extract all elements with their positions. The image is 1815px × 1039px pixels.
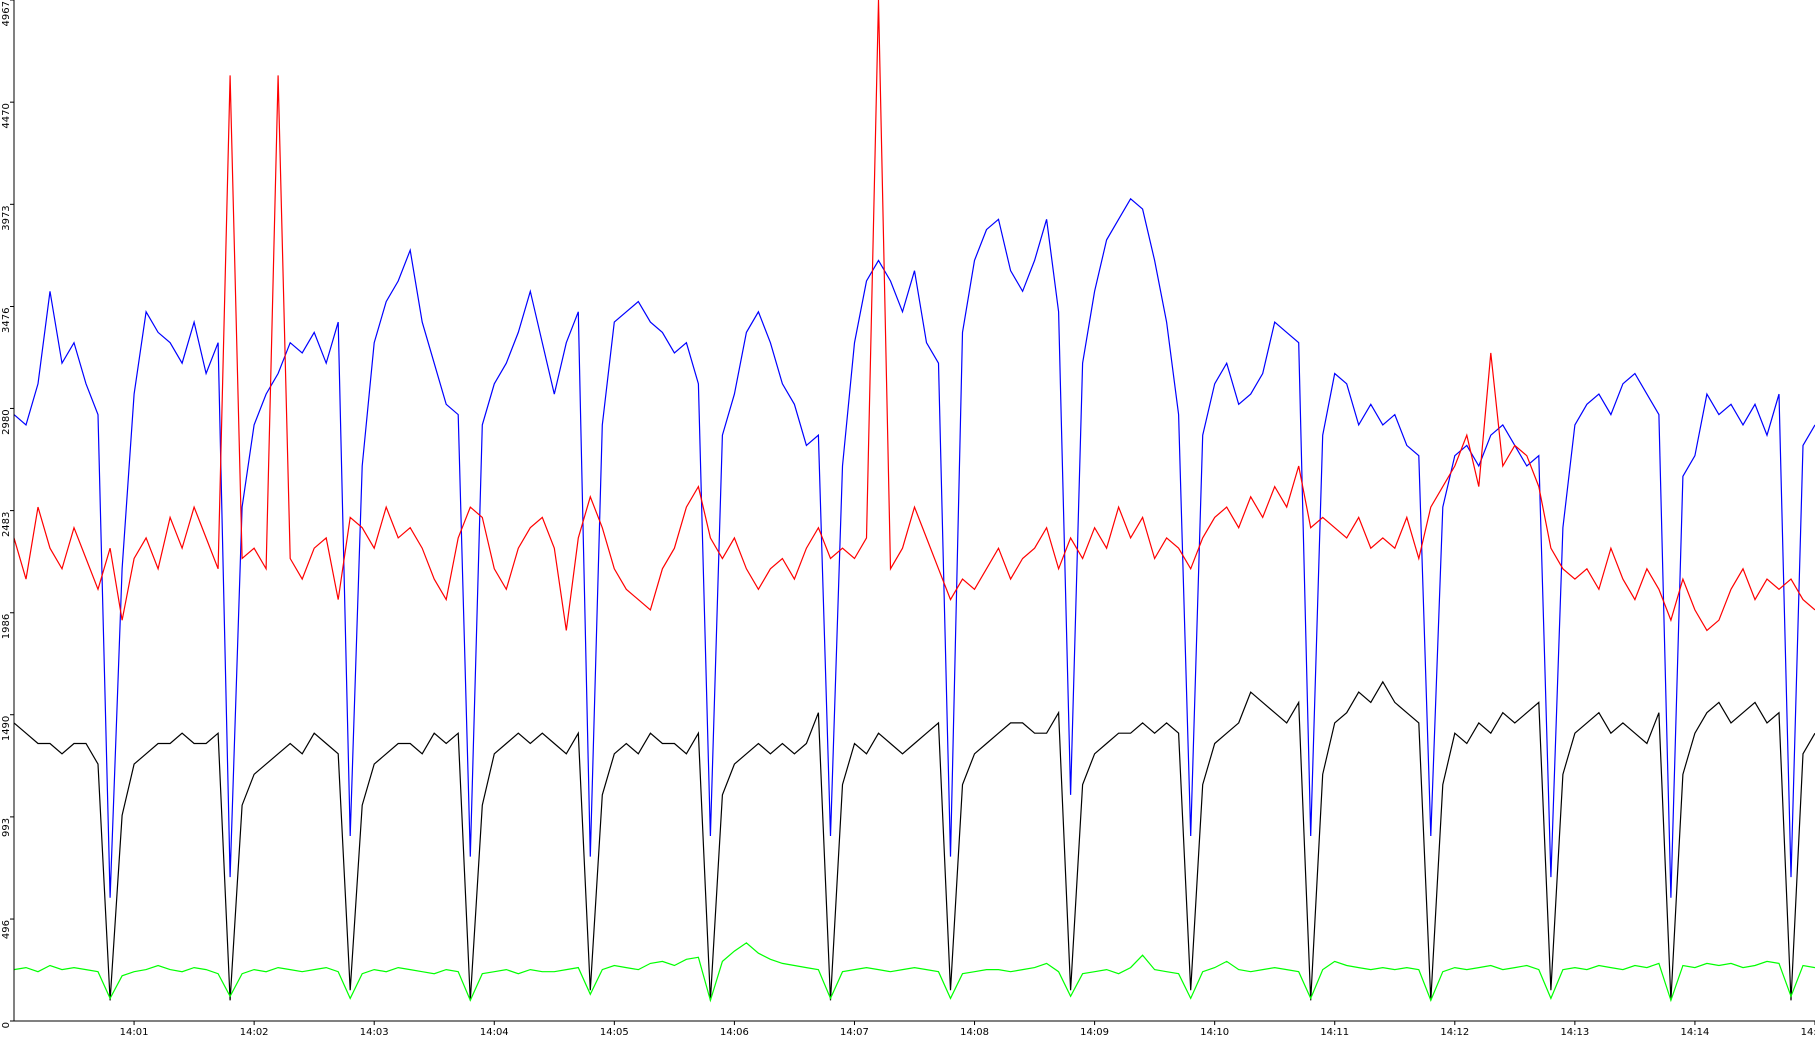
y-tick-label: 2980 (1, 409, 12, 434)
x-tick-label: 14:07 (840, 1027, 869, 1038)
y-tick-label: 3476 (1, 307, 12, 332)
y-tick-label: 0 (1, 1022, 12, 1028)
y-tick-label: 1986 (1, 614, 12, 639)
series-line (13, 680, 1815, 1001)
x-tick-label: 14:06 (720, 1027, 749, 1038)
y-tick-label: 2483 (1, 512, 12, 537)
x-tick-label: 14:09 (1080, 1027, 1109, 1038)
x-tick-label: 14:04 (480, 1027, 509, 1038)
x-tick-label: 14:03 (360, 1027, 389, 1038)
x-tick-label: 14:14 (1681, 1027, 1710, 1038)
y-tick-label: 993 (1, 818, 12, 837)
x-tick-label: 14:08 (960, 1027, 989, 1038)
y-tick-label: 1490 (1, 716, 12, 741)
y-tick-label: 4470 (1, 103, 12, 128)
x-tick-label: 14:13 (1560, 1027, 1589, 1038)
x-tick-label: 14:12 (1440, 1027, 1469, 1038)
x-tick-label: 14:02 (240, 1027, 269, 1038)
y-tick-label: 4967 (1, 1, 12, 26)
x-tick-label: 14:05 (600, 1027, 629, 1038)
y-tick-label: 496 (1, 920, 12, 939)
x-tick-label: 14:01 (120, 1027, 149, 1038)
series-line (13, 0, 1815, 632)
x-tick-label: 14:10 (1200, 1027, 1229, 1038)
series-line (13, 942, 1815, 1003)
x-tick-label: 14:11 (1320, 1027, 1349, 1038)
y-tick-label: 3973 (1, 205, 12, 230)
x-tick-label: 14:15 (1801, 1027, 1815, 1038)
